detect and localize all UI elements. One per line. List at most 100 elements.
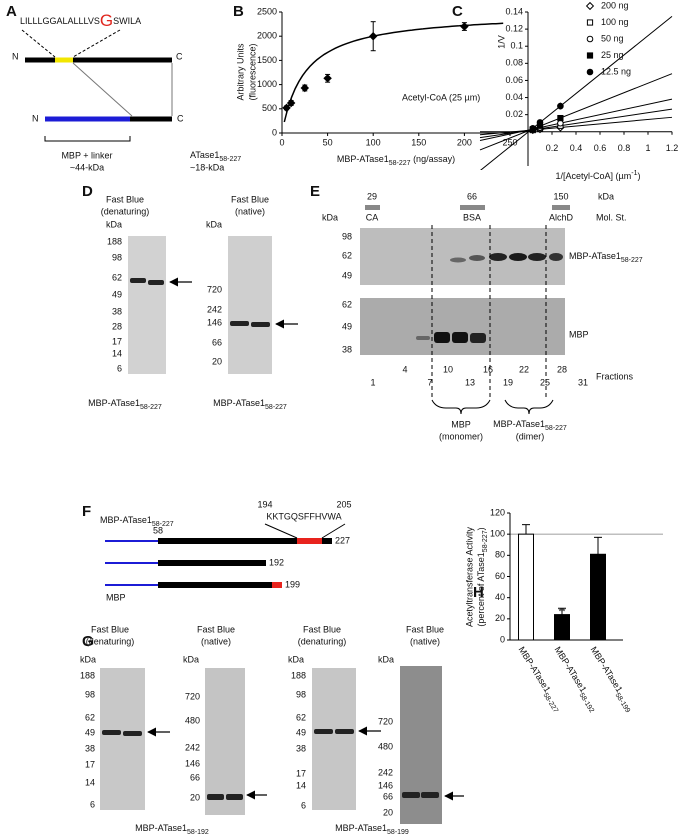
x-tick-label: 100 (366, 137, 381, 147)
gel (128, 236, 166, 374)
panel-letter: G (82, 633, 94, 650)
x-axis-label: 1/[Acetyl-CoA] (µm-1) (556, 170, 641, 181)
marker-label: 62 (296, 712, 306, 722)
blot-label-text: MBP-ATase1 (569, 251, 621, 261)
band (130, 278, 146, 283)
dashed-connector (21, 29, 56, 58)
atase-label-sub: 58-227 (219, 156, 241, 163)
legend-label: 200 ng (601, 0, 629, 10)
band (335, 729, 354, 734)
data-point (586, 35, 594, 43)
band (230, 321, 249, 326)
marker-label: 66 (212, 337, 222, 347)
gel-title: Fast Blue (406, 624, 444, 634)
unit-label: kDa (80, 654, 96, 664)
band (251, 322, 270, 327)
x-tick-label: 250 (502, 137, 517, 147)
fraction-number: 19 (503, 377, 513, 387)
panel-f-diagram (105, 523, 346, 588)
trend-line (479, 116, 673, 136)
fraction-number: 7 (427, 377, 432, 387)
gel-caption: MBP-ATase158-227 (88, 398, 162, 411)
x-tick-label-sub: 58-199 (613, 692, 631, 714)
y-tick-label: 2500 (257, 6, 277, 16)
band (549, 253, 563, 261)
residue-number: 205 (336, 499, 351, 509)
atase-label-text: ATase1 (190, 150, 219, 160)
marker-label: 14 (85, 777, 95, 787)
signal-sequence-before: LILLLGGALALLLVS (20, 16, 100, 26)
marker-label: 66 (383, 791, 393, 801)
gel-caption-sub: 58-227 (265, 404, 287, 411)
marker-label: 62 (85, 712, 95, 722)
legend-label: 12.5 ng (601, 66, 631, 76)
fit-curve (283, 22, 504, 123)
marker-label: 49 (342, 270, 352, 280)
x-tick-label: MBP-ATase158-199 (586, 645, 636, 714)
data-point (460, 22, 469, 31)
band (226, 794, 243, 800)
marker-label: 242 (185, 742, 200, 752)
y-tick-label: 1000 (257, 79, 277, 89)
annotation: Acetyl-CoA (25 µm) (402, 92, 480, 102)
marker-label: 98 (342, 231, 352, 241)
y-tick-label: 0 (272, 127, 277, 137)
marker-label: 20 (212, 356, 222, 366)
x-tick-label-sub: 58-192 (577, 692, 595, 714)
marker-label: 49 (342, 321, 352, 331)
x-tick-label: 50 (323, 137, 333, 147)
gel-caption: MBP-ATase158-227 (213, 398, 287, 411)
gel (400, 666, 442, 824)
y-tick-label: 60 (495, 571, 505, 581)
band (434, 332, 450, 343)
gel-caption-sub: 58-227 (140, 404, 162, 411)
gel (205, 668, 245, 815)
c-terminus: C (176, 51, 183, 61)
marker-label: 14 (296, 780, 306, 790)
marker-label: 17 (112, 336, 122, 346)
x-tick-label: 1 (645, 143, 650, 153)
fractions-label: Fractions (596, 371, 634, 381)
x-tick-label: 150 (411, 137, 426, 147)
band (509, 253, 527, 261)
y-axis-label: Arbitrary Units (235, 43, 245, 101)
y-tick-label: 1500 (257, 55, 277, 65)
marker-label: 480 (378, 741, 393, 751)
data-point (536, 119, 544, 126)
data-point (585, 1, 595, 11)
marker-label: 98 (85, 689, 95, 699)
blot-label-sub: 58-227 (621, 257, 643, 264)
band (421, 792, 439, 798)
x-tick-label-text: MBP-ATase1 (552, 645, 588, 694)
standard-name: CA (366, 212, 379, 222)
y-tick-label: 500 (262, 103, 277, 113)
gel-caption-text: MBP-ATase1 (213, 398, 265, 408)
y-axis-label-sub: 58-227 (482, 530, 489, 552)
x-tick-label: 0.8 (618, 143, 631, 153)
x-tick-label: 0.6 (594, 143, 607, 153)
standard-size: 29 (367, 191, 377, 201)
data-point (586, 68, 594, 76)
band (470, 333, 486, 343)
marker-label: 720 (378, 716, 393, 726)
gel-title: Fast Blue (231, 194, 269, 204)
trend-line (479, 108, 673, 139)
marker-label: 188 (291, 670, 306, 680)
western-blot (360, 298, 565, 355)
legend-label: 25 ng (601, 50, 624, 60)
unit-label: kDa (378, 654, 394, 664)
unit-label: kDa (288, 654, 304, 664)
panel-letter: H (473, 584, 484, 601)
unit-label: kDa (183, 654, 199, 664)
marker-label: 62 (112, 272, 122, 282)
residue-number: 58 (153, 525, 163, 535)
fraction-number: 13 (465, 377, 475, 387)
residue-number: 194 (257, 499, 272, 509)
y-tick-label: 100 (490, 529, 505, 539)
band (416, 336, 430, 340)
marker-label: 38 (85, 743, 95, 753)
band (102, 730, 121, 735)
band (314, 729, 333, 734)
marker-label: 188 (80, 670, 95, 680)
y-axis-label-text: (percent of ATase1 (476, 552, 486, 626)
